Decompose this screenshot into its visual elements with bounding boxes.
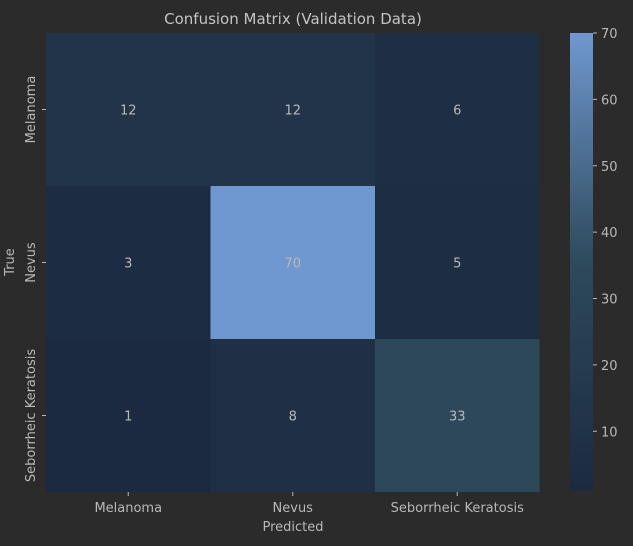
colorbar-tick-label: 10 bbox=[601, 425, 618, 440]
colorbar-tick-label: 70 bbox=[601, 27, 618, 42]
y-tick-labels: Melanoma Nevus Seborrheic Keratosis bbox=[24, 76, 46, 482]
cell-value-label: 5 bbox=[453, 257, 461, 272]
x-tick-label: Melanoma bbox=[94, 501, 162, 516]
heatmap-cell bbox=[46, 186, 211, 339]
cell-value-label: 8 bbox=[289, 410, 297, 425]
colorbar-tick-label: 30 bbox=[601, 293, 618, 308]
y-axis-label: True bbox=[3, 248, 18, 277]
y-tick-label: Nevus bbox=[24, 242, 39, 283]
cell-value-label: 33 bbox=[449, 410, 466, 425]
heatmap-cell bbox=[375, 339, 540, 492]
x-axis-label: Predicted bbox=[262, 520, 323, 535]
y-tick-label: Melanoma bbox=[24, 76, 39, 144]
cell-value-label: 6 bbox=[453, 104, 461, 119]
cell-value-label: 12 bbox=[120, 104, 137, 119]
heatmap-cell bbox=[210, 339, 375, 492]
colorbar bbox=[570, 33, 593, 491]
heatmap-cell bbox=[210, 186, 375, 339]
cell-value-label: 70 bbox=[284, 257, 301, 272]
colorbar-tick-label: 20 bbox=[601, 359, 618, 374]
cell-value-label: 1 bbox=[124, 410, 132, 425]
colorbar-tick-label: 40 bbox=[601, 226, 618, 241]
heatmap-cell bbox=[46, 339, 211, 492]
x-tick-label: Seborrheic Keratosis bbox=[391, 501, 524, 516]
colorbar-ticks: 10 20 30 40 50 60 70 bbox=[593, 27, 618, 440]
colorbar-tick-label: 50 bbox=[601, 160, 618, 175]
heatmap-cell bbox=[375, 186, 540, 339]
heatmap-cell bbox=[210, 33, 375, 186]
heatmap-cell bbox=[375, 33, 540, 186]
x-tick-labels: Melanoma Nevus Seborrheic Keratosis bbox=[94, 492, 524, 516]
colorbar-tick-label: 60 bbox=[601, 93, 618, 108]
heatmap-cells: 12 12 6 3 70 5 1 8 33 bbox=[46, 33, 540, 492]
cell-value-label: 3 bbox=[124, 257, 132, 272]
heatmap-cell bbox=[46, 33, 211, 186]
chart-title: Confusion Matrix (Validation Data) bbox=[164, 10, 422, 28]
cell-value-label: 12 bbox=[284, 104, 301, 119]
y-tick-label: Seborrheic Keratosis bbox=[24, 349, 39, 482]
x-tick-label: Nevus bbox=[273, 501, 314, 516]
